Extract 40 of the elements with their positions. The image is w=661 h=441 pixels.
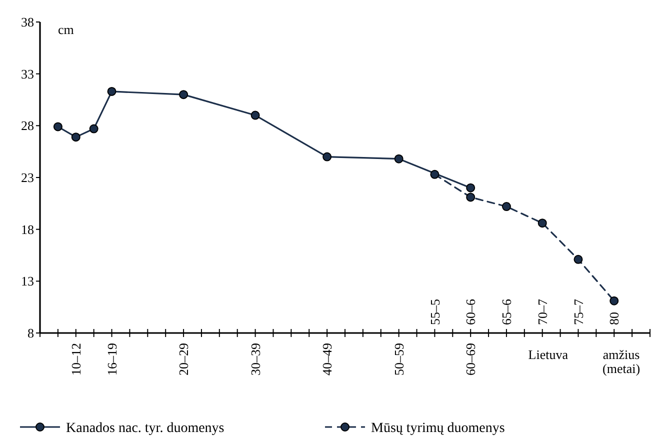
point xyxy=(574,254,583,264)
point xyxy=(466,183,476,192)
annotation: 60–6 xyxy=(463,298,478,325)
point xyxy=(250,110,260,120)
x-tick-label: 16–19 xyxy=(104,343,120,376)
y-tick-label: 18 xyxy=(21,222,34,237)
point xyxy=(89,124,98,134)
annotation: 80 xyxy=(606,312,622,325)
y-tick-label: 8 xyxy=(28,326,34,341)
y-tick-label: 38 xyxy=(21,14,34,30)
point xyxy=(322,152,332,162)
point xyxy=(107,86,116,96)
x-tick-label: 50–59 xyxy=(391,343,406,376)
point xyxy=(502,202,511,212)
point xyxy=(394,154,404,164)
x-tick-label: 60–69 xyxy=(463,343,478,376)
legend-label: Mūsų tyrimų duomenys xyxy=(371,420,505,436)
point xyxy=(610,296,619,306)
y-tick-label: 23 xyxy=(21,170,34,186)
annotation: 75–7 xyxy=(570,298,586,325)
point xyxy=(430,170,440,179)
x-tick-label: 30–39 xyxy=(248,343,263,376)
x-axis-title: amžius (metai) xyxy=(602,347,640,376)
y-tick-label: 13 xyxy=(21,274,34,289)
point xyxy=(538,218,547,228)
y-axis-title: cm xyxy=(58,22,74,37)
y-tick-label: 28 xyxy=(21,118,34,134)
point xyxy=(179,90,188,100)
annotation: 65–6 xyxy=(499,298,514,325)
legend-label: Kanados nac. tyr. duomenys xyxy=(66,420,224,436)
point xyxy=(466,192,476,202)
annotation: 55–5 xyxy=(427,299,442,325)
x-tick-label: 20–29 xyxy=(176,343,192,376)
x-tick-label: 10–12 xyxy=(68,343,84,376)
x2-axis-title: Lietuva xyxy=(528,347,568,362)
x-tick-label: 40–49 xyxy=(320,343,335,376)
point xyxy=(71,132,80,142)
point xyxy=(53,122,62,132)
y-tick-label: 33 xyxy=(21,66,34,82)
annotation: 70–7 xyxy=(534,298,550,325)
